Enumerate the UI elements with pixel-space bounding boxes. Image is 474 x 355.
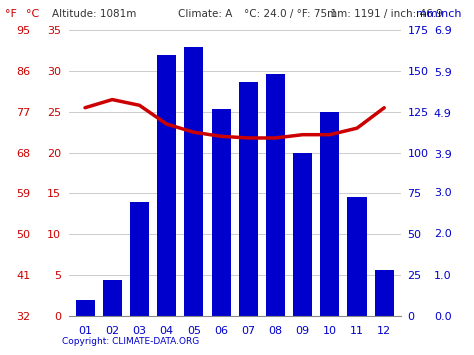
Text: mm: mm (416, 9, 438, 19)
Bar (75, 300, 95, 316)
Text: °C: °C (26, 9, 39, 19)
Bar (320, 112, 339, 316)
Bar (347, 197, 366, 316)
Text: Altitude: 1081m: Altitude: 1081m (52, 9, 137, 19)
Text: inch: inch (438, 9, 462, 19)
Bar (184, 47, 203, 316)
Text: Copyright: CLIMATE-DATA.ORG: Copyright: CLIMATE-DATA.ORG (62, 337, 199, 346)
Bar (374, 270, 394, 316)
Bar (239, 82, 258, 316)
Bar (130, 202, 149, 316)
Text: °C: 24.0 / °F: 75.1: °C: 24.0 / °F: 75.1 (244, 9, 337, 19)
Text: °F: °F (5, 9, 17, 19)
Bar (266, 74, 285, 316)
Bar (211, 109, 230, 316)
Bar (157, 55, 176, 316)
Bar (103, 280, 122, 316)
Text: mm: 1191 / inch: 46.9: mm: 1191 / inch: 46.9 (327, 9, 443, 19)
Text: Climate: A: Climate: A (178, 9, 232, 19)
Bar (293, 153, 312, 316)
